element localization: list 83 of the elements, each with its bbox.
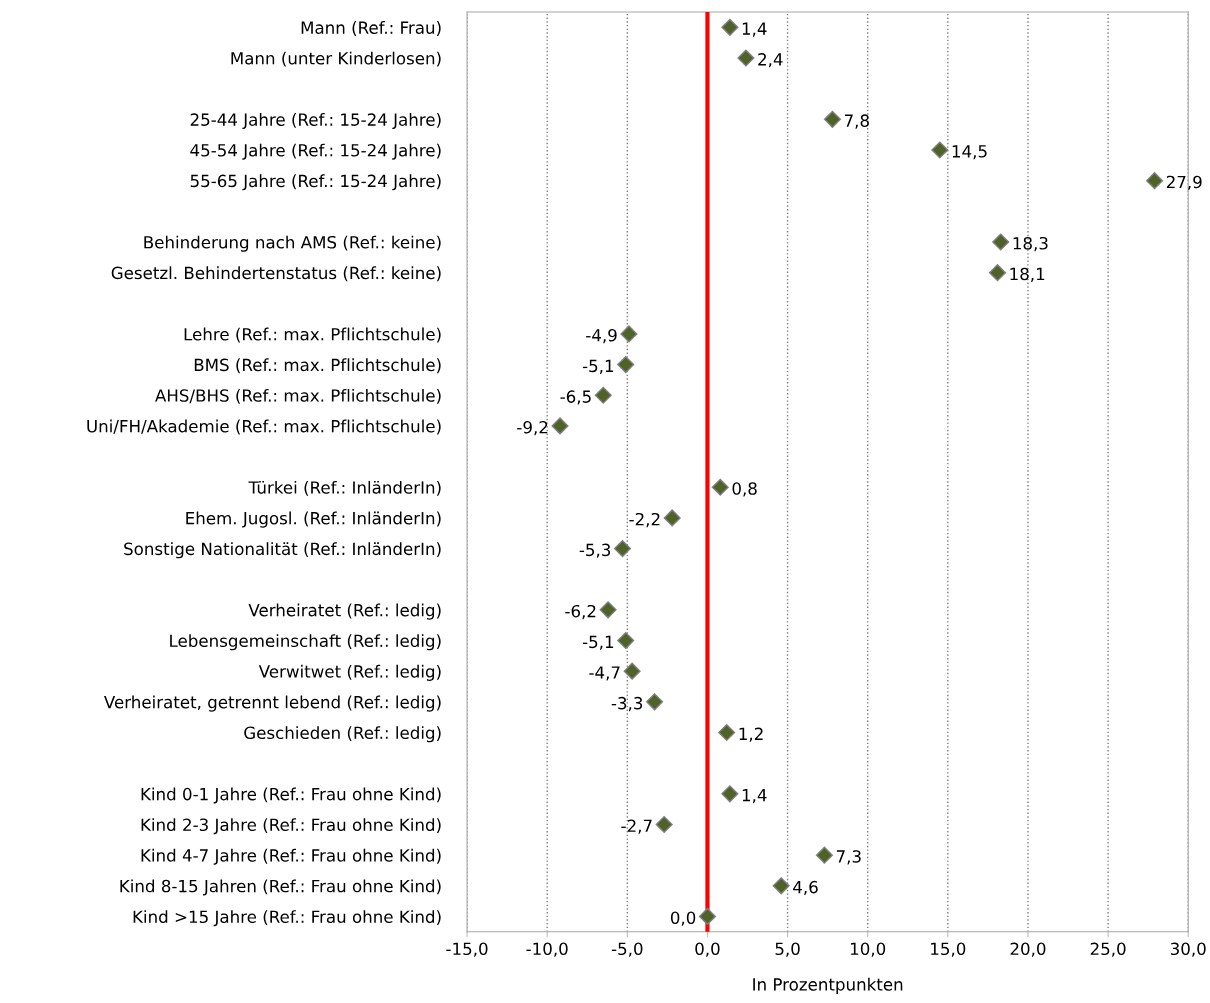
- x-tick-label: 30,0: [1170, 942, 1206, 957]
- y-tick-label: Türkei (Ref.: InländerIn): [248, 480, 441, 496]
- data-label: -4,7: [589, 666, 620, 681]
- data-label: 4,6: [793, 880, 818, 896]
- point: [617, 631, 635, 650]
- x-tick-label: 20,0: [1010, 942, 1046, 957]
- point: [815, 846, 833, 864]
- point: [1146, 172, 1164, 190]
- point: [663, 509, 681, 527]
- y-tick-label: Kind 2-3 Jahre (Ref.: Frau ohne Kind): [141, 818, 441, 835]
- data-label: -2,2: [629, 512, 660, 528]
- data-label: 7,8: [844, 114, 869, 129]
- y-tick-label: BMS (Ref.: max. Pflichtschule): [194, 358, 441, 374]
- y-tick-label: Verheiratet, getrennt lebend (Ref.: ledig): [103, 695, 441, 712]
- data-label: 7,3: [836, 850, 861, 865]
- data-label: 1,4: [742, 22, 767, 37]
- point: [711, 478, 729, 496]
- x-tick-label: 15,0: [931, 942, 966, 957]
- data-label: -6,2: [565, 604, 596, 620]
- point: [737, 49, 755, 67]
- point: [988, 264, 1007, 282]
- y-tick-label: 25-44 Jahre (Ref.: 15-24 Jahre): [190, 113, 441, 130]
- point: [992, 233, 1010, 251]
- point: [772, 877, 790, 895]
- data-label: -2,7: [621, 819, 652, 834]
- y-tick-label: AHS/BHS (Ref.: max. Pflichtschule): [155, 388, 441, 404]
- data-label: -5,3: [579, 543, 611, 558]
- x-tick-label: -15,0: [446, 942, 488, 957]
- y-tick-label: 45-54 Jahre (Ref.: 15-24 Jahre): [190, 143, 441, 160]
- point: [718, 723, 736, 742]
- y-tick-label: Sonstige Nationalität (Ref.: InländerIn): [124, 542, 441, 559]
- x-tick-label: -5,0: [611, 942, 643, 957]
- point: [655, 815, 673, 834]
- y-tick-label: Behinderung nach AMS (Ref.: keine): [144, 235, 441, 252]
- point: [931, 141, 949, 159]
- point: [721, 18, 739, 36]
- data-label: 18,1: [1010, 267, 1045, 282]
- y-tick-label: Verwitwet (Ref.: ledig): [258, 664, 441, 681]
- data-label: -6,5: [560, 390, 591, 405]
- data-label: -9,2: [517, 420, 548, 436]
- point: [613, 540, 632, 558]
- y-tick-label: Gesetzl. Behindertenstatus (Ref.: keine): [111, 266, 441, 282]
- x-axis-title: In Prozentpunkten: [753, 977, 903, 994]
- y-tick-label: Uni/FH/Akademie (Ref.: max. Pflichtschule): [87, 419, 441, 435]
- y-tick-label: Kind 8-15 Jahren (Ref.: Frau ohne Kind): [120, 879, 441, 896]
- x-tick-label: 25,0: [1090, 942, 1126, 957]
- y-tick-label: Verheiratet (Ref.: ledig): [248, 603, 441, 620]
- point: [599, 601, 617, 619]
- data-label: -4,9: [586, 328, 617, 344]
- data-label: 14,5: [952, 145, 987, 160]
- y-tick-label: Geschieden (Ref.: ledig): [244, 726, 441, 743]
- y-tick-label: Lebensgemeinschaft (Ref.: ledig): [170, 634, 441, 651]
- point: [551, 417, 569, 435]
- y-tick-label: Mann (unter Kinderlosen): [231, 51, 441, 67]
- y-tick-label: Ehem. Jugosl. (Ref.: InländerIn): [186, 511, 441, 528]
- y-tick-label: Mann (Ref.: Frau): [301, 21, 441, 36]
- data-label: 1,2: [739, 727, 763, 742]
- point: [823, 110, 841, 128]
- point: [617, 356, 635, 374]
- data-label: 18,3: [1013, 236, 1048, 252]
- x-tick-label: -10,0: [526, 942, 568, 957]
- y-tick-label: Kind >15 Jahre (Ref.: Frau ohne Kind): [133, 910, 441, 927]
- data-label: 2,4: [758, 53, 783, 68]
- point: [623, 662, 641, 680]
- data-label: -5,1: [582, 359, 614, 374]
- y-tick-label: 55-65 Jahre (Ref.: 15-24 Jahre): [190, 174, 441, 191]
- data-label: -3,3: [611, 696, 643, 712]
- data-label: 27,9: [1166, 175, 1202, 190]
- data-label: 0,0: [670, 911, 696, 926]
- data-label: 1,4: [742, 789, 767, 804]
- point: [721, 785, 739, 803]
- x-tick-label: 0,0: [695, 942, 720, 957]
- data-label: -5,1: [582, 635, 614, 650]
- point: [646, 693, 664, 711]
- data-label: 0,8: [732, 482, 757, 497]
- y-tick-label: Lehre (Ref.: max. Pflichtschule): [184, 327, 441, 343]
- point: [594, 386, 612, 404]
- y-tick-label: Kind 0-1 Jahre (Ref.: Frau ohne Kind): [141, 787, 441, 804]
- x-tick-label: 5,0: [775, 942, 800, 957]
- x-tick-label: 10,0: [850, 942, 886, 957]
- y-tick-label: Kind 4-7 Jahre (Ref.: Frau ohne Kind): [141, 848, 441, 865]
- point: [698, 907, 716, 926]
- point: [620, 325, 638, 343]
